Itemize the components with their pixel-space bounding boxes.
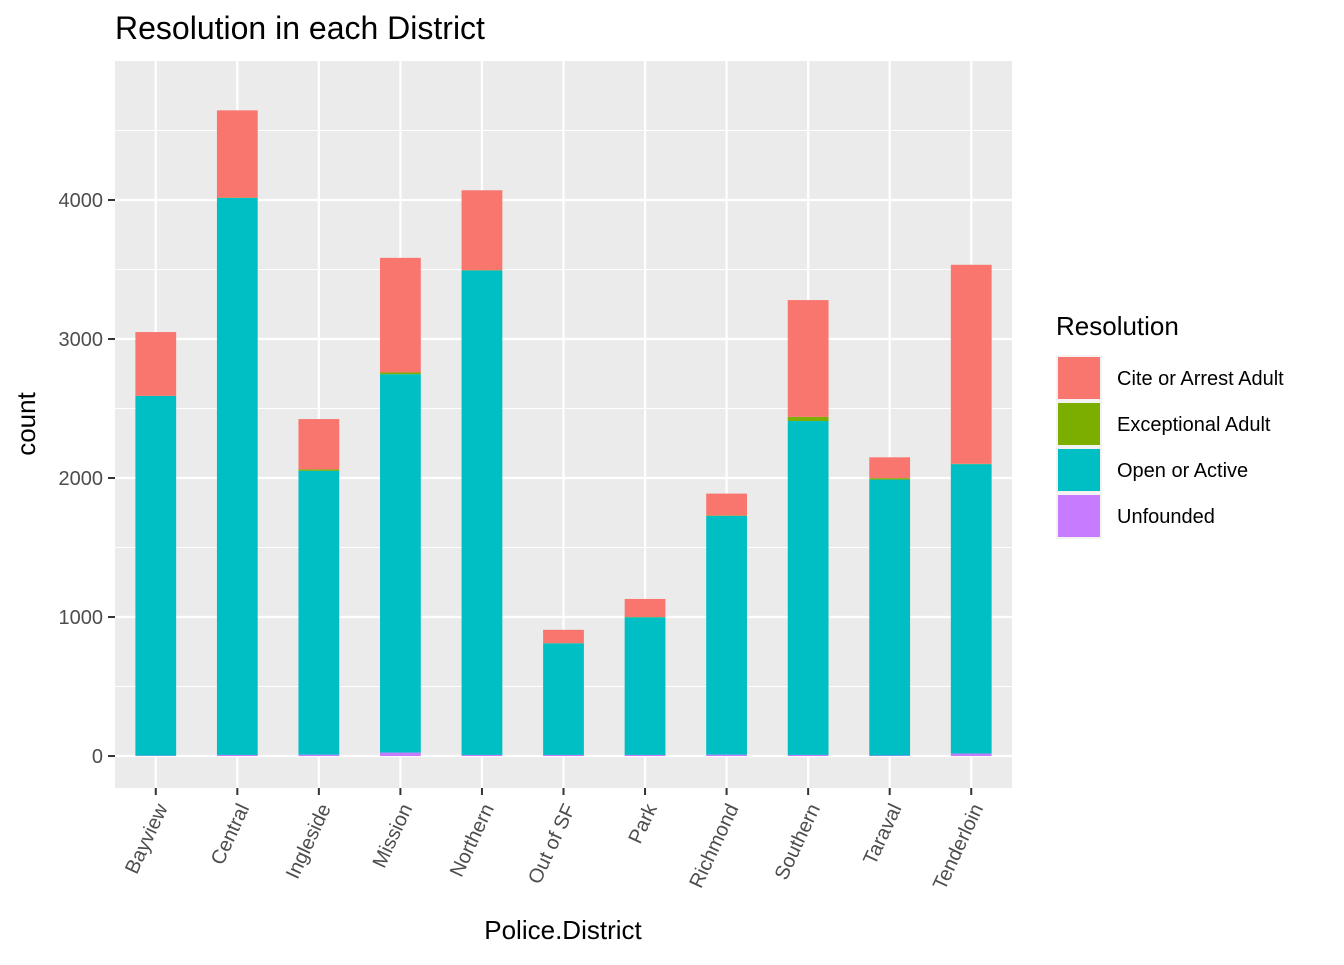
legend-key-swatch [1058, 449, 1100, 491]
y-tick-label: 1000 [59, 607, 104, 629]
x-tick-label: Mission [369, 801, 418, 872]
y-tick-label: 3000 [59, 329, 104, 351]
legend-item-label: Unfounded [1117, 506, 1215, 528]
x-tick-label: Taraval [859, 801, 906, 869]
bar-exceptional-adult-ingleside [298, 469, 339, 470]
y-tick-label: 2000 [59, 468, 104, 490]
bar-open-or-active-out-of-sf [543, 643, 584, 755]
bar-open-or-active-park [625, 617, 666, 755]
bar-exceptional-adult-mission [380, 373, 421, 375]
bar-exceptional-adult-southern [788, 417, 829, 421]
bar-cite-or-arrest-adult-taraval [869, 457, 910, 478]
x-tick-label: Out of SF [524, 801, 580, 888]
bar-cite-or-arrest-adult-out-of-sf [543, 630, 584, 643]
bar-cite-or-arrest-adult-northern [462, 190, 503, 270]
y-axis-title: count [11, 391, 41, 455]
legend-key-swatch [1058, 495, 1100, 537]
bar-open-or-active-northern [462, 270, 503, 754]
bar-unfounded-southern [788, 755, 829, 756]
bar-open-or-active-central [217, 198, 258, 755]
x-tick-label: Ingleside [282, 801, 336, 883]
x-tick-label: Northern [446, 801, 499, 881]
bar-cite-or-arrest-adult-bayview [135, 332, 176, 396]
x-tick-label: Tenderloin [929, 801, 988, 894]
bar-cite-or-arrest-adult-mission [380, 258, 421, 373]
bar-unfounded-northern [462, 755, 503, 756]
legend-key-swatch [1058, 357, 1100, 399]
legend-key-swatch [1058, 403, 1100, 445]
bar-open-or-active-southern [788, 421, 829, 755]
x-axis-title: Police.District [484, 915, 642, 945]
bar-open-or-active-ingleside [298, 471, 339, 755]
bar-open-or-active-richmond [706, 516, 747, 755]
bar-unfounded-richmond [706, 755, 747, 756]
bar-open-or-active-taraval [869, 480, 910, 756]
chart-title: Resolution in each District [115, 10, 485, 46]
bar-cite-or-arrest-adult-ingleside [298, 419, 339, 469]
bar-unfounded-out-of-sf [543, 755, 584, 756]
bar-open-or-active-tenderloin [951, 464, 992, 753]
bar-unfounded-park [625, 755, 666, 756]
bar-unfounded-mission [380, 753, 421, 756]
legend-title: Resolution [1056, 311, 1179, 341]
legend-item-label: Cite or Arrest Adult [1117, 368, 1284, 390]
x-tick-label: Park [625, 800, 663, 847]
y-tick-label: 4000 [59, 190, 104, 212]
bar-cite-or-arrest-adult-southern [788, 300, 829, 417]
bar-unfounded-taraval [869, 755, 910, 756]
x-tick-label: Central [207, 801, 254, 869]
legend-item-label: Open or Active [1117, 460, 1248, 482]
bar-unfounded-ingleside [298, 755, 339, 756]
bar-unfounded-tenderloin [951, 754, 992, 757]
legend-item-label: Exceptional Adult [1117, 414, 1271, 436]
bar-open-or-active-mission [380, 374, 421, 752]
bar-cite-or-arrest-adult-central [217, 110, 258, 197]
bar-cite-or-arrest-adult-park [625, 599, 666, 617]
bar-unfounded-central [217, 755, 258, 756]
x-tick-label: Southern [771, 801, 825, 884]
bar-cite-or-arrest-adult-richmond [706, 494, 747, 516]
bar-open-or-active-bayview [135, 396, 176, 756]
bar-exceptional-adult-taraval [869, 478, 910, 479]
x-tick-label: Bayview [121, 800, 173, 877]
legend: Resolution Cite or Arrest Adult Exception… [1056, 311, 1284, 539]
x-tick-label: Richmond [685, 801, 743, 892]
bar-cite-or-arrest-adult-tenderloin [951, 265, 992, 464]
y-tick-label: 0 [92, 746, 103, 768]
